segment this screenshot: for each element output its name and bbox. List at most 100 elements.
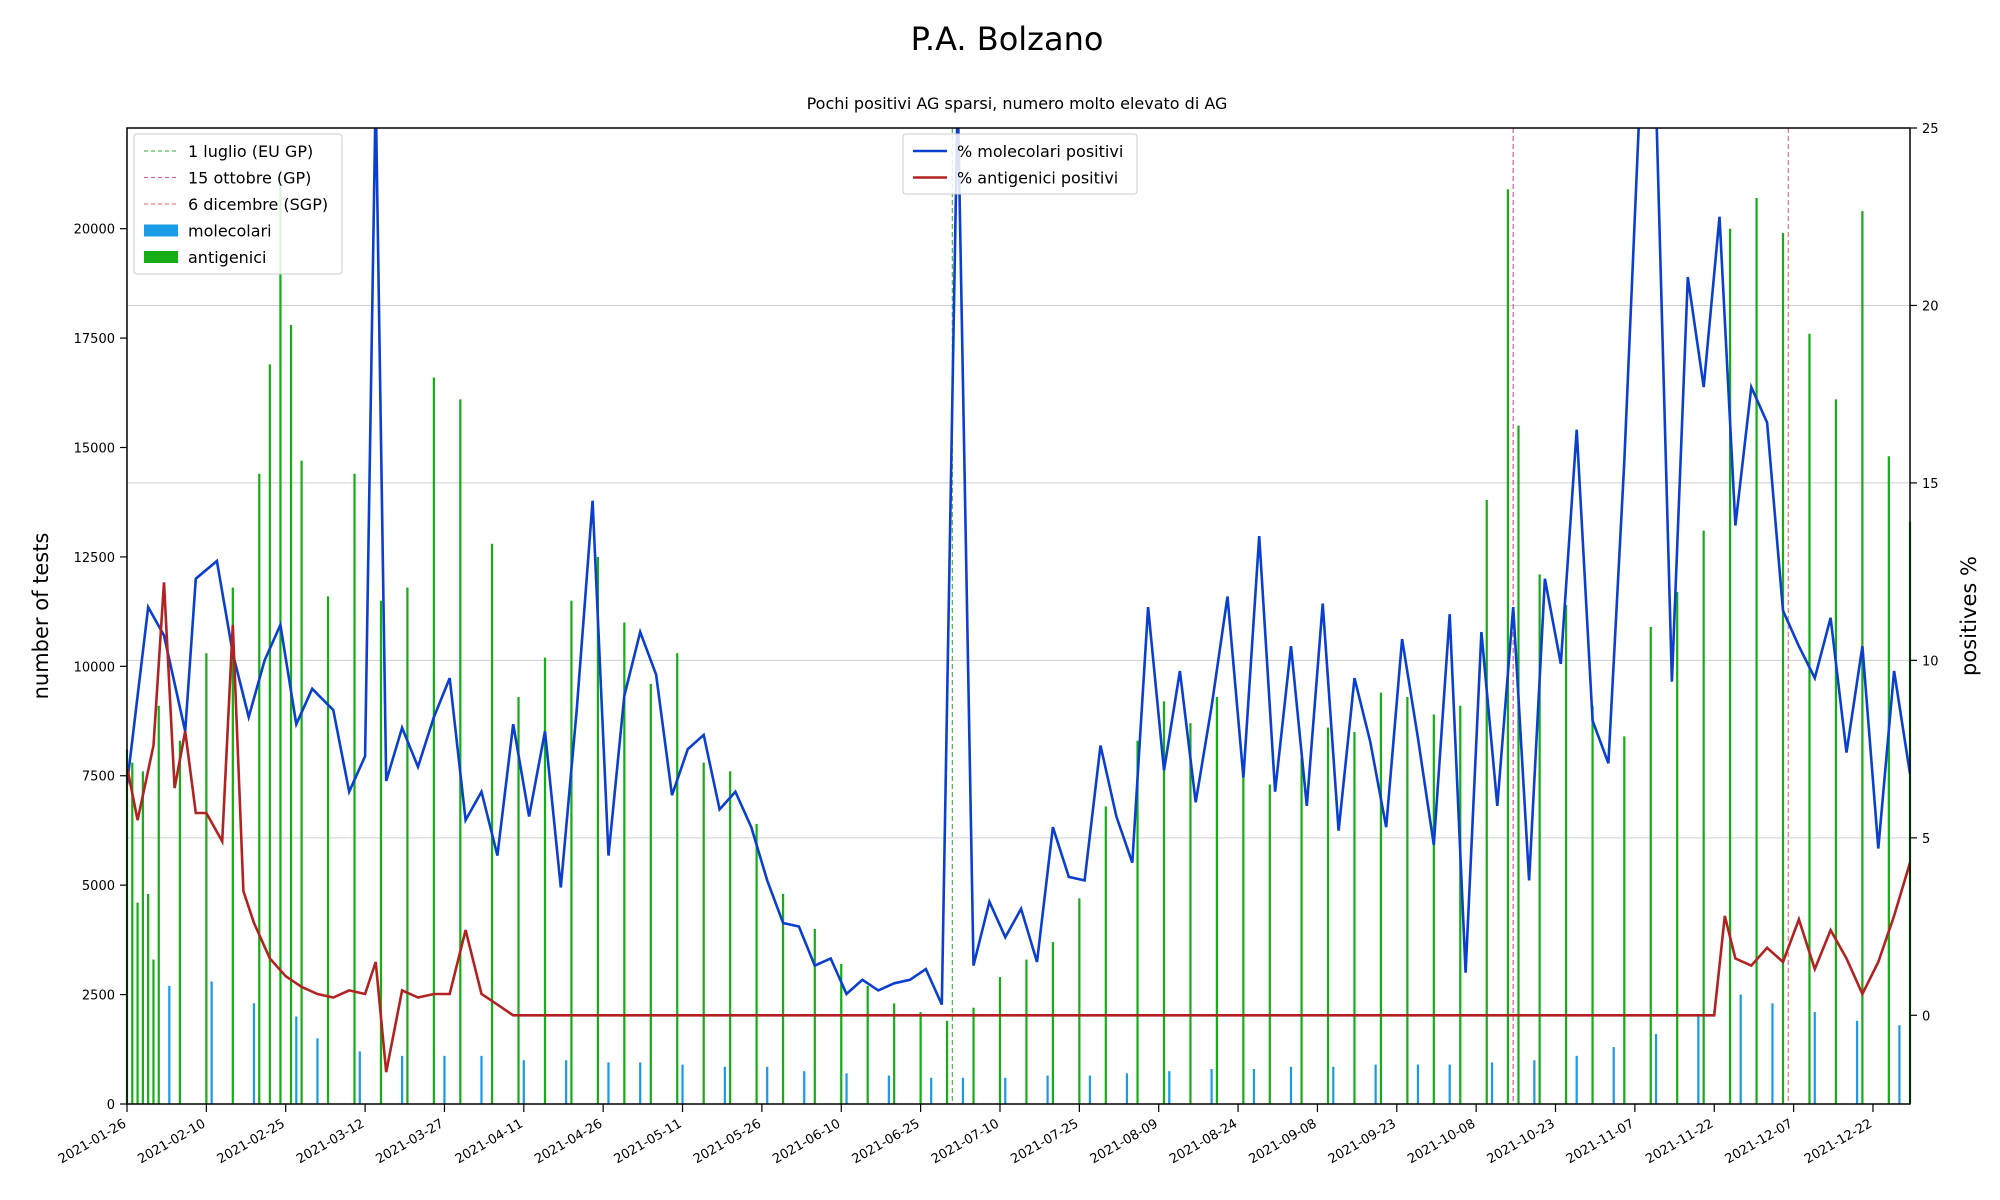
bar-antigenici bbox=[157, 705, 160, 1104]
bar-molecolari bbox=[1125, 1073, 1129, 1104]
x-tick-label: 2021-10-08 bbox=[1405, 1116, 1478, 1167]
bar-antigenici bbox=[1406, 696, 1409, 1104]
x-tick-label: 2021-01-26 bbox=[56, 1116, 129, 1167]
left-tick-label: 2500 bbox=[82, 989, 115, 1004]
bar-molecolari bbox=[1252, 1068, 1256, 1104]
bar-molecolari bbox=[1289, 1066, 1293, 1104]
bar-antigenici bbox=[893, 1003, 896, 1104]
right-tick-label: 10 bbox=[1922, 654, 1939, 669]
bar-antigenici bbox=[1702, 530, 1705, 1104]
bar-antigenici bbox=[945, 1020, 949, 1104]
x-tick-label: 2021-04-11 bbox=[453, 1116, 526, 1167]
bar-molecolari bbox=[723, 1066, 726, 1104]
bar-antigenici bbox=[919, 1012, 922, 1104]
bar-molecolari bbox=[1771, 1003, 1774, 1104]
right-axis-ticks: 0 5 10 15 20 25 bbox=[1910, 122, 1939, 1024]
bar-antigenici bbox=[1104, 806, 1107, 1104]
bar-antigenici bbox=[432, 377, 435, 1105]
bar-antigenici bbox=[1649, 626, 1652, 1104]
y-axis-label-right: positives % bbox=[1957, 556, 1981, 676]
bar-antigenici bbox=[1808, 333, 1811, 1104]
bar-antigenici bbox=[258, 473, 261, 1105]
bar-molecolari bbox=[210, 981, 213, 1104]
bar-molecolari bbox=[961, 1077, 965, 1104]
bar-molecolari bbox=[1046, 1075, 1049, 1104]
legend-swatch bbox=[144, 251, 178, 263]
x-tick-label: 2021-10-23 bbox=[1485, 1116, 1558, 1167]
bar-antigenici bbox=[1729, 228, 1732, 1104]
bar-antigenici bbox=[1051, 942, 1055, 1104]
legend-label: % molecolari positivi bbox=[957, 142, 1123, 161]
bar-molecolari bbox=[480, 1055, 483, 1104]
bar-molecolari bbox=[401, 1055, 404, 1104]
x-tick-label: 2021-08-24 bbox=[1167, 1116, 1240, 1167]
right-tick-label: 15 bbox=[1922, 477, 1939, 492]
bar-antigenici bbox=[459, 399, 462, 1104]
bar-antigenici bbox=[1242, 771, 1245, 1104]
bar-antigenici bbox=[490, 543, 494, 1104]
bar-molecolari bbox=[252, 1003, 256, 1104]
bar-antigenici bbox=[729, 771, 732, 1104]
bar-antigenici bbox=[406, 587, 409, 1104]
bar-antigenici bbox=[866, 985, 869, 1104]
x-tick-label: 2021-12-22 bbox=[1802, 1116, 1875, 1167]
left-axis-ticks: 0 2500 5000 7500 10000 12500 15000 17500 20000 bbox=[74, 223, 127, 1113]
right-tick-label: 20 bbox=[1922, 299, 1939, 314]
x-tick-label: 2021-11-22 bbox=[1643, 1116, 1716, 1167]
bar-molecolari bbox=[1855, 1020, 1859, 1104]
chart-title: P.A. Bolzano bbox=[911, 20, 1104, 58]
bar-antigenici bbox=[1591, 705, 1594, 1104]
bar-antigenici bbox=[379, 600, 383, 1104]
x-tick-label: 2021-11-07 bbox=[1564, 1116, 1637, 1167]
bar-antigenici bbox=[998, 977, 1002, 1104]
x-tick-label: 2021-09-08 bbox=[1246, 1116, 1319, 1167]
vertical-lines-layer bbox=[951, 128, 1789, 1104]
bar-molecolari bbox=[1448, 1064, 1451, 1104]
bar-antigenici bbox=[755, 823, 758, 1104]
bar-antigenici bbox=[152, 959, 155, 1104]
bar-antigenici bbox=[1189, 723, 1192, 1104]
left-tick-label: 7500 bbox=[82, 770, 115, 785]
bar-antigenici bbox=[279, 176, 282, 1104]
bar-antigenici bbox=[972, 1007, 975, 1104]
y-axis-label-left: number of tests bbox=[29, 533, 53, 700]
x-tick-label: 2021-07-25 bbox=[1008, 1116, 1081, 1167]
lines-layer bbox=[127, 128, 1910, 1073]
bar-antigenici bbox=[1506, 189, 1510, 1104]
bar-molecolari bbox=[168, 985, 171, 1104]
bar-antigenici bbox=[570, 600, 573, 1104]
bar-molecolari bbox=[930, 1077, 933, 1104]
x-tick-label: 2021-05-11 bbox=[612, 1116, 685, 1167]
bar-antigenici bbox=[1379, 692, 1383, 1104]
chart-subtitle: Pochi positivi AG sparsi, numero molto e… bbox=[807, 94, 1228, 113]
legend-label: % antigenici positivi bbox=[957, 169, 1118, 188]
legend-label: molecolari bbox=[188, 222, 272, 241]
bar-molecolari bbox=[1416, 1064, 1420, 1104]
left-tick-label: 17500 bbox=[74, 332, 115, 347]
bar-antigenici bbox=[353, 473, 356, 1105]
bar-molecolari bbox=[681, 1064, 684, 1104]
bar-antigenici bbox=[326, 596, 330, 1104]
bar-molecolari bbox=[1088, 1075, 1092, 1104]
x-tick-label: 2021-02-10 bbox=[135, 1116, 208, 1167]
bar-antigenici bbox=[1834, 399, 1838, 1104]
bar-antigenici bbox=[1538, 574, 1541, 1104]
bar-antigenici bbox=[178, 740, 182, 1104]
bar-molecolari bbox=[295, 1016, 298, 1104]
legend-lines: % molecolari positivi % antigenici positi… bbox=[902, 133, 1138, 195]
bar-molecolari bbox=[1210, 1068, 1213, 1104]
bar-molecolari bbox=[358, 1051, 361, 1104]
bar-molecolari bbox=[1332, 1066, 1335, 1104]
bar-molecolari bbox=[845, 1073, 848, 1104]
bar-antigenici bbox=[1459, 705, 1462, 1104]
bar-antigenici bbox=[1078, 898, 1081, 1104]
bar-antigenici bbox=[300, 460, 303, 1104]
bar-molecolari bbox=[1612, 1047, 1615, 1104]
bar-antigenici bbox=[1432, 714, 1435, 1104]
bar-antigenici bbox=[1887, 456, 1890, 1105]
bar-antigenici bbox=[1162, 701, 1166, 1104]
x-tick-label: 2021-12-07 bbox=[1723, 1116, 1796, 1167]
bar-molecolari bbox=[1004, 1077, 1007, 1104]
bar-antigenici bbox=[1300, 758, 1303, 1104]
bar-molecolari bbox=[1697, 1016, 1700, 1104]
